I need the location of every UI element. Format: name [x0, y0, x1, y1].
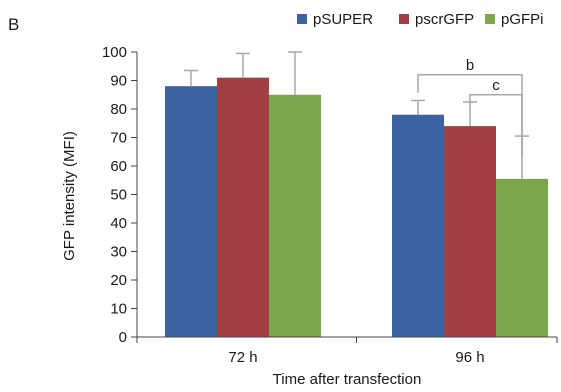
bar-pSUPER-1 [392, 114, 444, 337]
y-tick-label: 50 [110, 187, 127, 204]
significance-label-b: b [466, 57, 474, 74]
significance-bracket-c [469, 94, 523, 157]
bar-pGFPi-1 [496, 178, 548, 337]
significance-brackets: bc [417, 57, 523, 157]
significance-label-c: c [492, 77, 500, 94]
bar-pscrGFP-0 [217, 77, 269, 338]
x-axis: 72 h 96 h [136, 337, 558, 366]
panel-label: B [8, 15, 19, 34]
legend-swatch-pSUPER [297, 14, 307, 24]
y-tick-label: 100 [102, 44, 127, 61]
axes [136, 52, 557, 338]
y-tick-label: 0 [119, 329, 127, 346]
legend-label-pGFPi: pGFPi [501, 11, 544, 28]
y-tick-label: 90 [110, 73, 127, 90]
y-tick-label: 80 [110, 101, 127, 118]
y-axis-title: GFP intensity (MFI) [61, 131, 78, 261]
y-tick-label: 70 [110, 130, 127, 147]
bars [165, 77, 548, 338]
x-axis-title: Time after transfection [273, 371, 422, 388]
y-axis: 0 10 20 30 40 50 60 70 80 90 100 [102, 44, 137, 346]
legend-label-pscrGFP: pscrGFP [415, 11, 474, 28]
bar-pSUPER-0 [165, 86, 217, 337]
y-tick-label: 60 [110, 158, 127, 175]
x-tick-label: 72 h [228, 349, 257, 366]
x-tick-label: 96 h [455, 349, 484, 366]
legend-label-pSUPER: pSUPER [313, 11, 373, 28]
y-tick-label: 40 [110, 215, 127, 232]
legend: pSUPER pscrGFP pGFPi [297, 11, 544, 28]
y-tick-label: 30 [110, 244, 127, 261]
legend-swatch-pscrGFP [399, 14, 409, 24]
y-tick-label: 10 [110, 301, 127, 318]
legend-swatch-pGFPi [485, 14, 495, 24]
y-tick-label: 20 [110, 272, 127, 289]
bar-pscrGFP-1 [444, 126, 496, 337]
bar-pGFPi-0 [269, 94, 321, 337]
